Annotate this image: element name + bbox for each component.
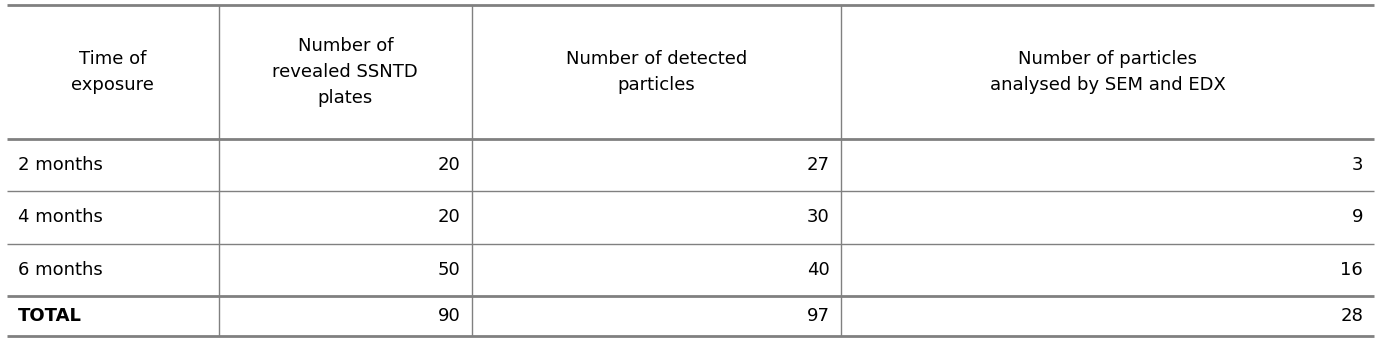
Text: 30: 30 [807,208,830,226]
Text: 27: 27 [807,156,830,174]
Text: 90: 90 [438,307,461,325]
Text: 50: 50 [438,261,461,279]
Text: 3: 3 [1352,156,1363,174]
Text: 2 months: 2 months [18,156,102,174]
Text: Number of particles
analysed by SEM and EDX: Number of particles analysed by SEM and … [990,50,1225,94]
Text: 97: 97 [807,307,830,325]
Text: 28: 28 [1340,307,1363,325]
Text: 16: 16 [1341,261,1363,279]
Text: 20: 20 [438,208,461,226]
Text: 9: 9 [1352,208,1363,226]
Text: Number of
revealed SSNTD
plates: Number of revealed SSNTD plates [272,37,418,107]
Text: 40: 40 [807,261,830,279]
Text: Number of detected
particles: Number of detected particles [566,50,747,94]
Text: Time of
exposure: Time of exposure [72,50,155,94]
Text: 20: 20 [438,156,461,174]
Text: 4 months: 4 months [18,208,102,226]
Text: TOTAL: TOTAL [18,307,81,325]
Text: 6 months: 6 months [18,261,102,279]
